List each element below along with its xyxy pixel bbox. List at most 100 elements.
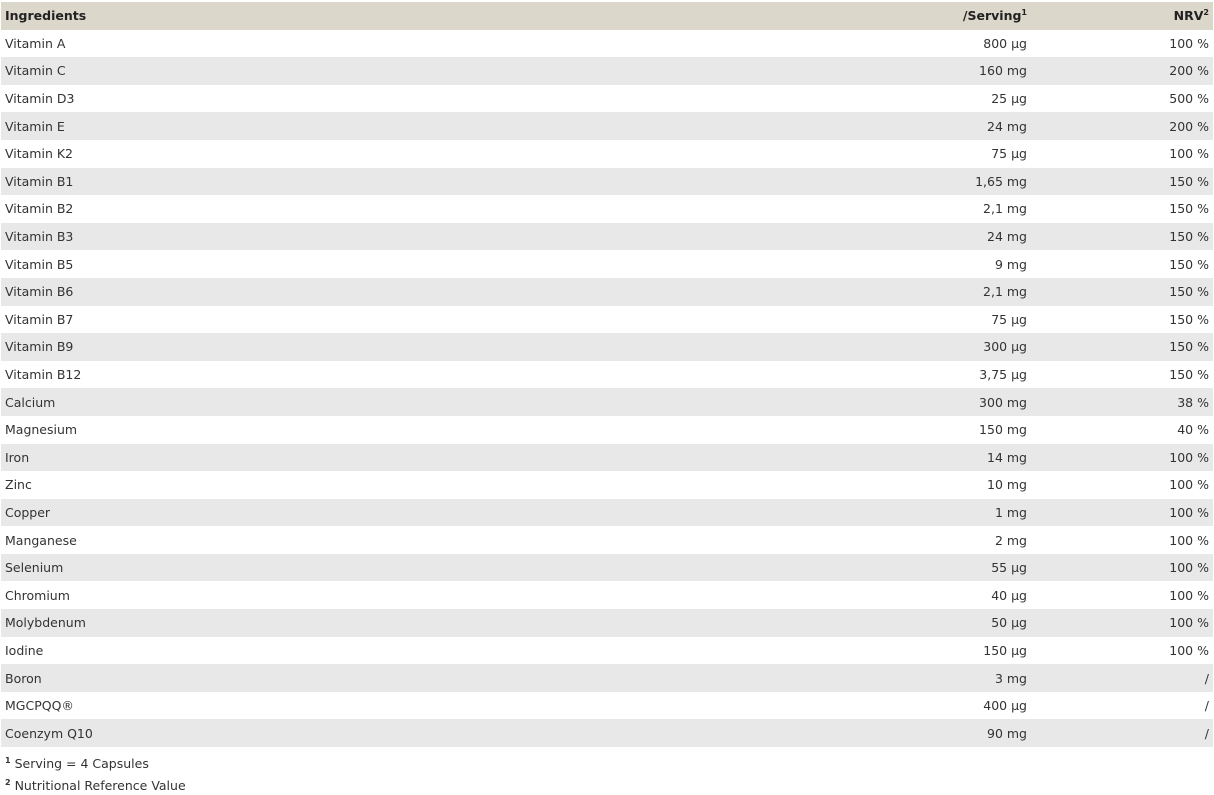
- nrv-value: 150 %: [1031, 195, 1213, 223]
- serving-amount: 50 µg: [871, 609, 1031, 637]
- nrv-value: 38 %: [1031, 388, 1213, 416]
- serving-amount: 55 µg: [871, 554, 1031, 582]
- serving-amount: 150 mg: [871, 416, 1031, 444]
- ingredient-name: Vitamin K2: [1, 140, 871, 168]
- nrv-value: 40 %: [1031, 416, 1213, 444]
- ingredient-name: Vitamin D3: [1, 85, 871, 113]
- ingredient-name: Iodine: [1, 637, 871, 665]
- ingredient-name: Manganese: [1, 526, 871, 554]
- footnote-2: 2 Nutritional Reference Value: [5, 774, 186, 795]
- nrv-value: /: [1031, 664, 1213, 692]
- ingredient-name: Chromium: [1, 581, 871, 609]
- serving-amount: 1 mg: [871, 499, 1031, 527]
- nrv-value: 150 %: [1031, 168, 1213, 196]
- footnotes: 1 Serving = 4 Capsules 2 Nutritional Ref…: [5, 752, 186, 795]
- nrv-value: 200 %: [1031, 57, 1213, 85]
- footnote-ref-1: 1: [1021, 8, 1027, 17]
- ingredient-name: Vitamin B7: [1, 306, 871, 334]
- header-nrv-label: NRV: [1174, 8, 1204, 23]
- ingredient-name: Vitamin B12: [1, 361, 871, 389]
- serving-amount: 10 mg: [871, 471, 1031, 499]
- nrv-value: 100 %: [1031, 444, 1213, 472]
- ingredient-name: Zinc: [1, 471, 871, 499]
- nrv-value: /: [1031, 719, 1213, 747]
- nrv-value: /: [1031, 692, 1213, 720]
- nrv-value: 100 %: [1031, 140, 1213, 168]
- ingredient-name: Vitamin B3: [1, 223, 871, 251]
- serving-amount: 9 mg: [871, 250, 1031, 278]
- serving-amount: 24 mg: [871, 112, 1031, 140]
- ingredient-name: Selenium: [1, 554, 871, 582]
- ingredient-name: Vitamin C: [1, 57, 871, 85]
- ingredient-name: Vitamin B2: [1, 195, 871, 223]
- nrv-value: 100 %: [1031, 499, 1213, 527]
- header-ingredients: Ingredients: [1, 2, 871, 30]
- ingredient-name: Molybdenum: [1, 609, 871, 637]
- ingredient-name: Vitamin B1: [1, 168, 871, 196]
- serving-amount: 24 mg: [871, 223, 1031, 251]
- nrv-value: 150 %: [1031, 278, 1213, 306]
- ingredient-name: Coenzym Q10: [1, 719, 871, 747]
- nrv-value: 150 %: [1031, 223, 1213, 251]
- ingredient-name: Vitamin E: [1, 112, 871, 140]
- nrv-value: 200 %: [1031, 112, 1213, 140]
- nrv-value: 150 %: [1031, 250, 1213, 278]
- ingredient-name: Copper: [1, 499, 871, 527]
- serving-amount: 14 mg: [871, 444, 1031, 472]
- serving-amount: 40 µg: [871, 581, 1031, 609]
- table-header-row: Ingredients /Serving1 NRV2: [1, 2, 1213, 30]
- footnote-1: 1 Serving = 4 Capsules: [5, 752, 186, 774]
- ingredient-name: Iron: [1, 444, 871, 472]
- ingredient-name: Magnesium: [1, 416, 871, 444]
- serving-amount: 150 µg: [871, 637, 1031, 665]
- serving-amount: 400 µg: [871, 692, 1031, 720]
- footnote-mark: 2: [5, 778, 11, 787]
- nrv-value: 500 %: [1031, 85, 1213, 113]
- ingredient-name: MGCPQQ®: [1, 692, 871, 720]
- footnote-mark: 1: [5, 756, 11, 765]
- nrv-value: 100 %: [1031, 554, 1213, 582]
- serving-amount: 1,65 mg: [871, 168, 1031, 196]
- header-serving: /Serving1: [871, 2, 1031, 30]
- nrv-value: 100 %: [1031, 637, 1213, 665]
- serving-amount: 160 mg: [871, 57, 1031, 85]
- serving-amount: 2,1 mg: [871, 195, 1031, 223]
- header-serving-label: /Serving: [963, 8, 1022, 23]
- nrv-value: 100 %: [1031, 30, 1213, 58]
- footnote-text: Nutritional Reference Value: [15, 778, 186, 793]
- serving-amount: 800 µg: [871, 30, 1031, 58]
- ingredient-name: Vitamin A: [1, 30, 871, 58]
- serving-amount: 90 mg: [871, 719, 1031, 747]
- serving-amount: 75 µg: [871, 140, 1031, 168]
- ingredient-name: Vitamin B9: [1, 333, 871, 361]
- ingredient-name: Vitamin B5: [1, 250, 871, 278]
- serving-amount: 2 mg: [871, 526, 1031, 554]
- serving-amount: 3 mg: [871, 664, 1031, 692]
- nrv-value: 100 %: [1031, 471, 1213, 499]
- serving-amount: 3,75 µg: [871, 361, 1031, 389]
